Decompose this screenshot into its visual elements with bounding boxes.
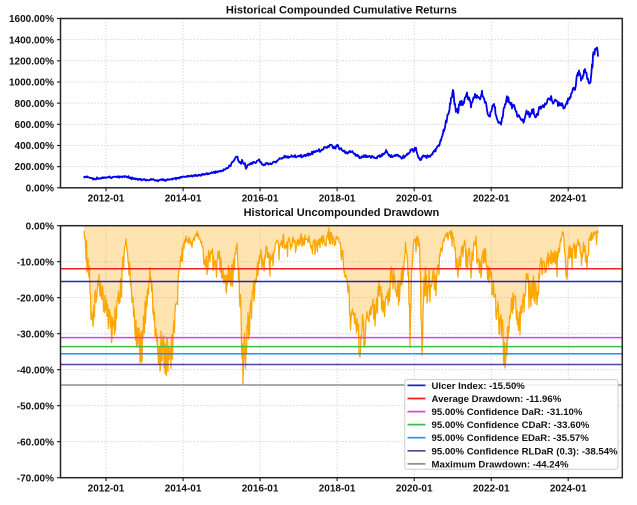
svg-text:0.00%: 0.00% — [26, 221, 54, 232]
svg-text:2022-01: 2022-01 — [473, 193, 510, 204]
svg-text:2014-01: 2014-01 — [165, 193, 202, 204]
svg-text:-20.00%: -20.00% — [17, 293, 54, 304]
svg-text:400.00%: 400.00% — [15, 141, 55, 152]
svg-text:Maximum Drawdown: -44.24%: Maximum Drawdown: -44.24% — [432, 459, 569, 470]
svg-text:2024-01: 2024-01 — [550, 193, 587, 204]
svg-text:0.00%: 0.00% — [26, 183, 54, 194]
svg-text:-40.00%: -40.00% — [17, 365, 54, 376]
svg-text:800.00%: 800.00% — [15, 99, 55, 110]
svg-text:-10.00%: -10.00% — [17, 257, 54, 268]
svg-text:Average Drawdown: -11.96%: Average Drawdown: -11.96% — [432, 394, 562, 405]
svg-text:2018-01: 2018-01 — [319, 193, 356, 204]
svg-text:95.00% Confidence CDaR: -33.60: 95.00% Confidence CDaR: -33.60% — [432, 420, 590, 431]
svg-text:-30.00%: -30.00% — [17, 329, 54, 340]
svg-text:Historical Compounded Cumulati: Historical Compounded Cumulative Returns — [226, 5, 457, 17]
svg-text:95.00% Confidence DaR: -31.10%: 95.00% Confidence DaR: -31.10% — [432, 407, 583, 418]
svg-text:2016-01: 2016-01 — [242, 193, 279, 204]
svg-text:2020-01: 2020-01 — [396, 484, 433, 495]
svg-text:600.00%: 600.00% — [15, 120, 55, 131]
svg-text:2016-01: 2016-01 — [242, 484, 279, 495]
svg-text:-50.00%: -50.00% — [17, 401, 54, 412]
svg-text:2014-01: 2014-01 — [165, 484, 202, 495]
svg-text:2018-01: 2018-01 — [319, 484, 356, 495]
svg-text:2012-01: 2012-01 — [88, 484, 125, 495]
svg-text:95.00% Confidence RLDaR (0.3):: 95.00% Confidence RLDaR (0.3): -38.54% — [432, 446, 619, 457]
svg-text:-70.00%: -70.00% — [17, 473, 54, 484]
svg-text:1200.00%: 1200.00% — [9, 56, 54, 67]
svg-text:2022-01: 2022-01 — [473, 484, 510, 495]
svg-text:1600.00%: 1600.00% — [9, 14, 54, 25]
svg-text:-60.00%: -60.00% — [17, 437, 54, 448]
svg-text:Historical Uncompounded Drawdo: Historical Uncompounded Drawdown — [244, 207, 440, 219]
svg-text:95.00% Confidence EDaR: -35.57: 95.00% Confidence EDaR: -35.57% — [432, 433, 590, 444]
svg-text:1400.00%: 1400.00% — [9, 35, 54, 46]
svg-text:2024-01: 2024-01 — [550, 484, 587, 495]
svg-text:200.00%: 200.00% — [15, 162, 55, 173]
svg-text:2020-01: 2020-01 — [396, 193, 433, 204]
svg-text:Ulcer Index: -15.50%: Ulcer Index: -15.50% — [432, 381, 526, 392]
svg-text:1000.00%: 1000.00% — [9, 78, 54, 89]
svg-text:2012-01: 2012-01 — [88, 193, 125, 204]
